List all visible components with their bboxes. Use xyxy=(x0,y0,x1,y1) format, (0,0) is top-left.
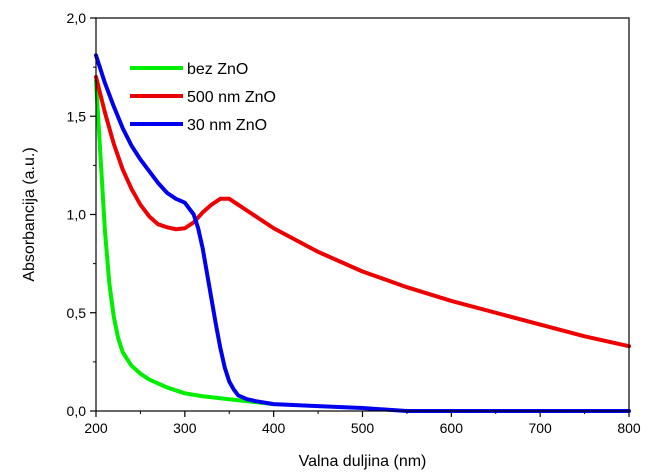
x-tick-label: 400 xyxy=(262,420,286,436)
series-line-0 xyxy=(94,78,276,407)
x-tick-label: 200 xyxy=(84,420,108,436)
legend-label-2: 30 nm ZnO xyxy=(187,117,267,134)
y-tick-label: 1,5 xyxy=(67,108,87,124)
legend-label-0: bez ZnO xyxy=(187,61,248,78)
x-tick-label: 300 xyxy=(173,420,197,436)
x-tick-label: 500 xyxy=(351,420,375,436)
y-tick-label: 1,0 xyxy=(67,207,87,223)
legend-label-1: 500 nm ZnO xyxy=(187,89,276,106)
y-tick-label: 2,0 xyxy=(67,10,87,26)
x-tick-label: 700 xyxy=(528,420,552,436)
y-tick-label: 0,5 xyxy=(67,305,87,321)
x-tick-label: 800 xyxy=(617,420,641,436)
ticks: 200 300 400 500 600 700 800 0,0 0,5 1,0 1,5 2,0 xyxy=(67,10,641,436)
y-axis-title: Absorbancija (a.u.) xyxy=(21,147,38,281)
legend: bez ZnO 500 nm ZnO 30 nm ZnO xyxy=(130,61,276,134)
plot-lines xyxy=(94,53,631,413)
x-axis-title: Valna duljina (nm) xyxy=(299,453,427,470)
y-tick-label: 0,0 xyxy=(67,403,87,419)
plot-frame xyxy=(95,17,630,412)
series-line-2 xyxy=(94,53,631,413)
x-tick-label: 600 xyxy=(440,420,464,436)
axes xyxy=(95,17,630,412)
series-line-1 xyxy=(94,74,631,349)
